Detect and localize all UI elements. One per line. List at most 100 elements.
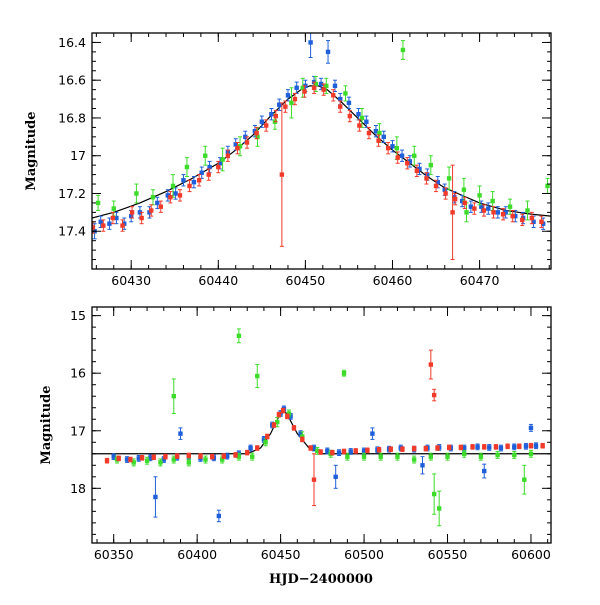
data-point bbox=[487, 445, 492, 450]
data-point bbox=[376, 138, 381, 143]
data-point bbox=[357, 123, 362, 128]
data-point bbox=[385, 145, 391, 151]
data-point bbox=[411, 457, 417, 462]
data-point bbox=[321, 87, 326, 92]
x-tick-label: 60470 bbox=[460, 273, 500, 288]
data-point bbox=[486, 206, 491, 211]
data-point bbox=[517, 444, 522, 449]
data-point bbox=[250, 454, 255, 459]
data-point bbox=[513, 213, 518, 219]
data-point bbox=[420, 463, 425, 468]
data-point bbox=[510, 213, 515, 219]
data-point bbox=[545, 183, 550, 189]
data-point bbox=[248, 445, 253, 451]
data-point bbox=[217, 161, 223, 166]
data-point bbox=[435, 179, 440, 185]
data-point bbox=[178, 431, 183, 436]
data-point bbox=[522, 477, 527, 482]
data-point bbox=[220, 157, 225, 162]
data-point bbox=[291, 425, 297, 431]
data-point bbox=[507, 204, 513, 209]
data-point bbox=[219, 457, 225, 462]
data-point bbox=[345, 454, 350, 459]
data-point bbox=[539, 219, 544, 224]
data-point bbox=[461, 187, 467, 192]
y-tick-label: 16.8 bbox=[58, 110, 86, 125]
data-point bbox=[495, 452, 500, 458]
data-point bbox=[491, 210, 496, 215]
data-point bbox=[533, 443, 539, 448]
data-point bbox=[356, 111, 361, 117]
data-point bbox=[343, 91, 348, 96]
data-point bbox=[482, 468, 487, 474]
x-tick-label: 60460 bbox=[373, 273, 413, 288]
data-point bbox=[273, 113, 278, 119]
bottom-series-blue bbox=[111, 405, 539, 523]
data-point bbox=[177, 193, 183, 198]
data-point bbox=[111, 454, 116, 459]
data-point bbox=[528, 451, 534, 456]
data-point bbox=[531, 219, 536, 224]
data-point bbox=[500, 212, 506, 217]
data-point bbox=[150, 195, 156, 200]
top-panel-frame bbox=[91, 32, 552, 270]
data-point bbox=[452, 196, 458, 202]
top-panel-model-curve bbox=[92, 85, 551, 219]
data-point bbox=[277, 102, 282, 107]
data-point bbox=[285, 414, 290, 419]
data-point bbox=[269, 111, 274, 117]
bottom-panel: 60350 60400 60450 60500 60550 60600 15 16 17 18 M… bbox=[39, 306, 552, 587]
data-point bbox=[224, 453, 230, 459]
data-point bbox=[289, 100, 294, 106]
data-point bbox=[365, 448, 370, 453]
data-point bbox=[431, 491, 437, 497]
data-point bbox=[400, 446, 405, 452]
data-point bbox=[505, 444, 510, 449]
data-point bbox=[353, 448, 358, 454]
data-point bbox=[120, 223, 125, 228]
x-tick-label: 60400 bbox=[177, 547, 217, 562]
data-point bbox=[95, 200, 101, 206]
data-point bbox=[191, 179, 197, 185]
data-point bbox=[325, 448, 330, 454]
data-point bbox=[181, 178, 186, 183]
data-point bbox=[338, 96, 343, 102]
data-point bbox=[458, 445, 464, 450]
data-point bbox=[111, 206, 116, 211]
data-point bbox=[338, 104, 343, 109]
data-point bbox=[346, 100, 352, 106]
bottom-panel-data-points bbox=[104, 328, 545, 527]
data-point bbox=[233, 452, 238, 458]
data-point bbox=[184, 164, 190, 170]
data-point bbox=[128, 213, 134, 219]
data-point bbox=[265, 434, 270, 439]
data-point bbox=[425, 172, 430, 177]
x-tick-label: 60450 bbox=[286, 273, 326, 288]
data-point bbox=[378, 454, 383, 459]
data-point bbox=[279, 172, 285, 177]
data-point bbox=[341, 449, 347, 454]
data-point bbox=[405, 161, 410, 166]
data-point bbox=[174, 453, 180, 459]
y-tick-label: 15 bbox=[70, 308, 86, 323]
data-point bbox=[468, 204, 474, 209]
data-point bbox=[92, 225, 96, 230]
bottom-panel-x-axis-label: HJD−2400000 bbox=[269, 572, 373, 587]
data-point bbox=[512, 444, 517, 450]
x-tick-label: 60440 bbox=[198, 273, 238, 288]
data-point bbox=[236, 454, 242, 459]
data-point bbox=[199, 170, 204, 175]
y-tick-label: 17 bbox=[70, 423, 86, 438]
data-point bbox=[114, 215, 119, 221]
data-point bbox=[155, 200, 160, 206]
data-point bbox=[311, 477, 317, 482]
data-point bbox=[366, 130, 372, 136]
data-point bbox=[186, 460, 192, 465]
data-point bbox=[313, 81, 319, 87]
data-point bbox=[399, 153, 405, 158]
data-point bbox=[101, 223, 106, 228]
data-point bbox=[255, 373, 260, 379]
data-point bbox=[203, 457, 208, 462]
